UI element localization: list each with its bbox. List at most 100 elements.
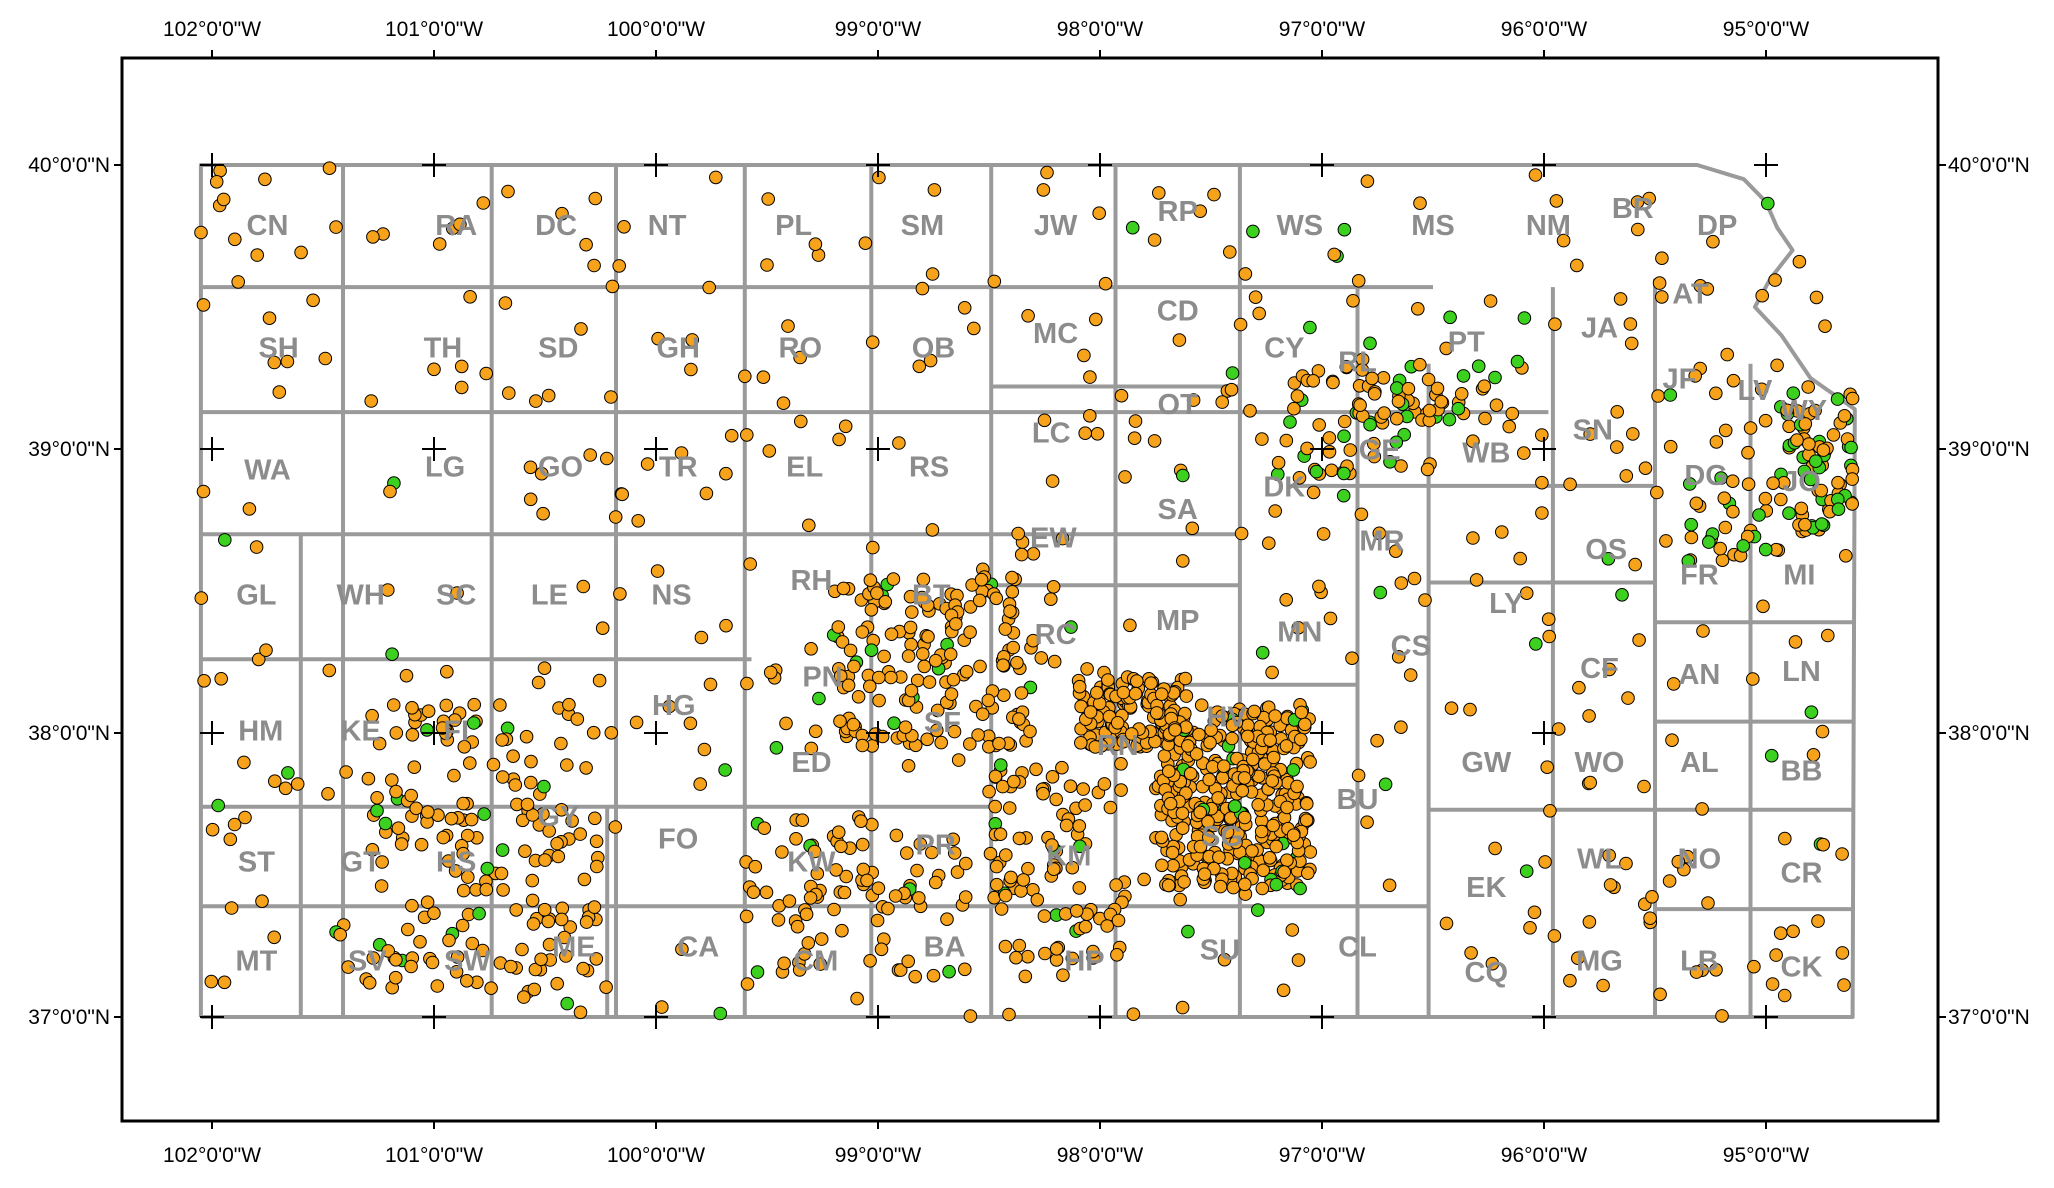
orange-point-465 <box>1818 319 1832 334</box>
orange-point-1135 <box>884 670 898 685</box>
orange-point-1149 <box>1003 604 1017 619</box>
orange-point-221 <box>1662 874 1677 888</box>
orange-point-458 <box>1755 288 1769 303</box>
orange-point-1209 <box>456 883 471 898</box>
orange-point-39 <box>1002 1007 1016 1022</box>
county-label-gt: GT <box>341 846 382 878</box>
orange-point-1137 <box>974 572 989 587</box>
orange-point-1649 <box>889 828 904 843</box>
orange-point-462 <box>1631 222 1645 237</box>
orange-point-353 <box>216 192 231 207</box>
green-point-1660 <box>1363 417 1377 432</box>
orange-point-1139 <box>930 703 945 718</box>
orange-point-1616 <box>740 977 755 991</box>
county-label-gw: GW <box>1461 747 1512 779</box>
orange-point-339 <box>1403 668 1418 682</box>
green-point-1545 <box>1471 359 1486 374</box>
orange-point-1335 <box>576 961 591 976</box>
orange-point-448 <box>951 753 966 767</box>
graticule-cross <box>644 437 668 461</box>
orange-point-493 <box>1252 306 1266 321</box>
lon-tick-bottom-1: 101°0'0"W <box>385 1144 483 1167</box>
orange-point-297 <box>1217 952 1232 967</box>
county-label-cd: CD <box>1157 295 1199 327</box>
county-label-ew: EW <box>1030 523 1077 555</box>
orange-point-397 <box>1495 525 1509 539</box>
county-label-ja: JA <box>1581 312 1618 344</box>
orange-point-1498 <box>1845 497 1859 511</box>
orange-point-152 <box>1548 317 1562 332</box>
orange-point-244 <box>588 191 603 206</box>
county-label-dk: DK <box>1263 471 1305 503</box>
county-label-hg: HG <box>652 690 696 722</box>
green-point-136 <box>1519 864 1534 879</box>
orange-point-1297 <box>441 854 456 868</box>
orange-point-108 <box>1758 413 1773 428</box>
orange-point-8 <box>1718 423 1733 438</box>
orange-point-1415 <box>1111 913 1126 928</box>
orange-point-473 <box>238 810 252 825</box>
county-label-mn: MN <box>1277 616 1322 648</box>
county-label-rn: RN <box>1097 730 1139 762</box>
orange-point-897 <box>1237 771 1252 785</box>
orange-point-32 <box>1655 251 1669 266</box>
orange-point-19 <box>662 699 677 714</box>
orange-point-1471 <box>1802 437 1816 451</box>
orange-point-158 <box>517 990 531 1004</box>
orange-point-223 <box>1821 628 1835 643</box>
orange-point-1251 <box>562 697 576 712</box>
orange-point-233 <box>1583 775 1597 790</box>
orange-point-491 <box>1642 191 1656 206</box>
orange-point-1152 <box>921 629 935 644</box>
graticule-cross <box>422 721 446 745</box>
orange-point-1423 <box>1007 774 1021 789</box>
orange-point-220 <box>1215 395 1229 409</box>
orange-point-1396 <box>990 877 1004 892</box>
county-label-pn: PN <box>802 662 842 694</box>
orange-point-1497 <box>1845 391 1860 406</box>
green-point-892 <box>1286 763 1301 777</box>
orange-point-1357 <box>1014 884 1028 898</box>
orange-point-1088 <box>1005 585 1020 599</box>
orange-point-1156 <box>1012 712 1026 726</box>
orange-point-311 <box>250 248 265 262</box>
orange-point-1667 <box>1290 389 1305 403</box>
orange-point-170 <box>1638 461 1653 476</box>
orange-point-1589 <box>775 845 789 859</box>
green-point-1666 <box>1283 415 1297 429</box>
orange-point-73 <box>414 837 429 852</box>
county-label-dc: DC <box>535 210 577 242</box>
orange-point-1144 <box>872 670 886 685</box>
orange-point-1041 <box>847 659 861 674</box>
orange-point-156 <box>1541 612 1556 627</box>
orange-point-844 <box>1157 749 1172 763</box>
orange-point-1207 <box>404 959 418 974</box>
orange-point-1150 <box>928 653 943 668</box>
county-label-nt: NT <box>648 210 687 242</box>
orange-point-840 <box>1212 850 1226 865</box>
orange-point-1414 <box>995 779 1010 794</box>
orange-point-1424 <box>993 827 1008 842</box>
orange-point-1145 <box>989 591 1004 606</box>
orange-point-500 <box>1815 724 1830 739</box>
orange-point-857 <box>1162 764 1176 779</box>
orange-point-1681 <box>1343 443 1358 457</box>
orange-point-517 <box>555 206 569 221</box>
lon-tick-bottom-2: 100°0'0"W <box>607 1144 705 1167</box>
orange-point-1158 <box>1026 633 1040 648</box>
county-label-rl: RL <box>1338 346 1377 378</box>
orange-point-160 <box>1623 317 1638 331</box>
orange-point-231 <box>228 232 242 247</box>
orange-point-791 <box>1211 791 1225 805</box>
county-label-gl: GL <box>236 579 276 611</box>
orange-point-1300 <box>361 771 376 786</box>
orange-point-877 <box>1240 729 1255 744</box>
county-label-cn: CN <box>247 210 289 242</box>
orange-point-1273 <box>456 796 471 811</box>
graticule-cross <box>1088 1005 1112 1029</box>
orange-point-1303 <box>444 811 459 826</box>
orange-point-484 <box>537 661 552 676</box>
orange-point-419 <box>1502 419 1516 434</box>
orange-point-1164 <box>943 647 958 662</box>
orange-point-1492 <box>1831 475 1845 490</box>
